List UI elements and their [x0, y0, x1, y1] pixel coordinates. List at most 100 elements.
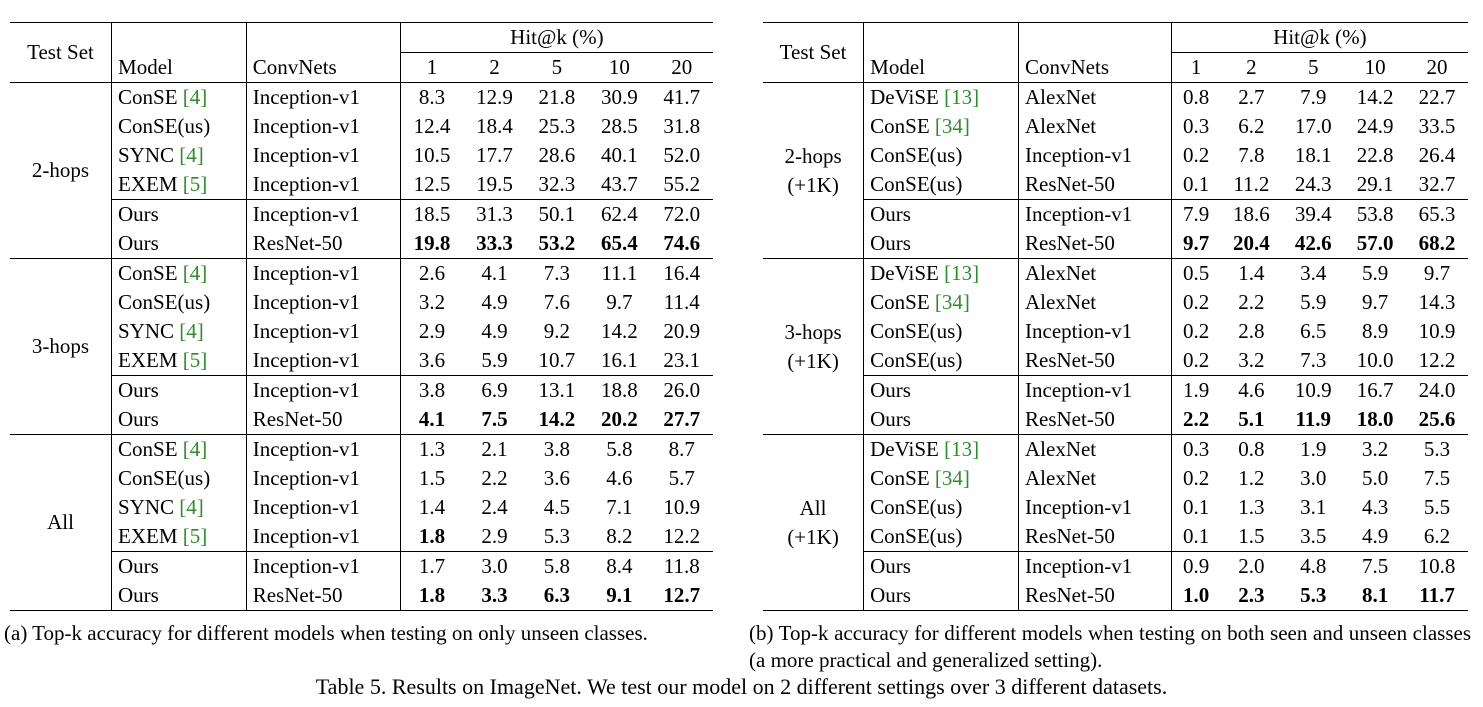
value-cell: 1.3: [399, 434, 464, 464]
value-cell: 9.2: [543, 319, 571, 343]
value-cell: 4.3: [1362, 495, 1389, 519]
value-cell: 3.8: [399, 375, 464, 405]
table-row: ConSE(us) Inception-v1 0.2 2.8 6.5 8.9 10.9: [763, 317, 1468, 346]
value-cell: 19.5: [476, 172, 513, 196]
table-caption: Table 5. Results on ImageNet. We test ou…: [315, 674, 1168, 699]
value-cell: 8.9: [1362, 319, 1389, 343]
value-cell: 3.3: [463, 581, 526, 611]
value-cell: 53.8: [1344, 199, 1407, 229]
header-row: Test Set Model ConvNets Hit@k (%): [10, 22, 713, 83]
model-name: ConSE(us): [118, 290, 211, 314]
model-cell: ConSE(us): [111, 112, 247, 141]
value-cell: 9.7: [1406, 258, 1468, 288]
model-name: Ours: [118, 378, 159, 402]
model-cell: ConSE(us): [863, 346, 1019, 376]
value-cell: 18.4: [476, 114, 513, 138]
value-cell: 1.3: [1238, 495, 1265, 519]
value-cell: 40.1: [600, 143, 638, 167]
value-cell: 6.2: [1238, 114, 1265, 138]
value-cell: 2.4: [481, 495, 508, 519]
convnet-cell: AlexNet: [1018, 434, 1172, 464]
table-row: Ours Inception-v1 1.9 4.6 10.9 16.7 24.0: [763, 375, 1468, 405]
citation: [13]: [944, 437, 980, 461]
model-name: ConSE: [870, 114, 930, 138]
value-cell: 8.7: [650, 434, 713, 464]
convnet-cell: AlexNet: [1018, 258, 1172, 288]
caption-b: (b) Top-k accuracy for different models …: [749, 621, 1471, 672]
table-row: Ours Inception-v1 0.9 2.0 4.8 7.5 10.8: [763, 551, 1468, 581]
value-cell: 4.6: [606, 466, 633, 490]
value-cell: 3.1: [1300, 495, 1327, 519]
test-set-label: (+1K): [787, 172, 839, 197]
value-cell: 65.3: [1406, 199, 1468, 229]
value-cell: 3.6: [543, 466, 571, 490]
model-cell: Ours: [863, 551, 1019, 581]
model-cell: ConSE(us): [863, 141, 1019, 170]
value-cell: 6.2: [1423, 524, 1451, 548]
table-row: All (+1K) DeViSE [13] AlexNet 0.3 0.8 1.9 3.2 5.…: [763, 434, 1468, 611]
test-set-label: 3-hops: [31, 334, 90, 358]
value-cell: 0.2: [1170, 141, 1221, 170]
value-cell: 2.8: [1238, 319, 1265, 343]
model-name: Ours: [870, 583, 911, 607]
model-name: SYNC: [118, 143, 175, 167]
value-cell: 8.3: [399, 82, 464, 112]
value-cell: 3.2: [1238, 348, 1265, 372]
value-cell: 25.6: [1418, 407, 1456, 431]
value-cell: 26.0: [650, 375, 713, 405]
table-row: SYNC [4] Inception-v1 2.9 4.9 9.2 14.2 20.9: [10, 317, 713, 346]
table-row: ConSE(us) ResNet-50 0.2 3.2 7.3 10.0 12.2: [763, 346, 1468, 376]
value-cell: 12.2: [1418, 348, 1456, 372]
value-cell: 0.9: [1170, 551, 1221, 581]
header-convnets: ConvNets: [245, 22, 401, 83]
value-cell: 3.2: [399, 288, 464, 317]
value-cell: 20.2: [600, 407, 638, 431]
convnet-cell: Inception-v1: [1018, 375, 1172, 405]
value-cell: 16.4: [650, 258, 713, 288]
value-cell: 5.9: [1300, 290, 1327, 314]
value-cell: 25.3: [538, 114, 576, 138]
value-cell: 0.2: [1170, 288, 1221, 317]
value-cell: 1.9: [1282, 434, 1345, 464]
header-k-5: 5: [1282, 52, 1345, 83]
value-cell: 3.5: [1300, 524, 1327, 548]
model-name: Ours: [118, 583, 159, 607]
model-name: ConSE(us): [870, 524, 963, 548]
results-table-b: Test Set Model ConvNets Hit@k (%) 1 2 5 10 20 2-h…: [763, 22, 1468, 611]
value-cell: 10.8: [1406, 551, 1468, 581]
convnet-cell: Inception-v1: [245, 522, 401, 552]
test-set-label: All: [47, 510, 74, 534]
value-cell: 4.9: [481, 319, 508, 343]
header-k-10: 10: [588, 52, 651, 83]
table-row: Ours ResNet-50 19.8 33.3 53.2 65.4 74.6: [10, 229, 713, 259]
convnet-cell: ResNet-50: [1018, 229, 1172, 259]
table-row: Ours Inception-v1 1.7 3.0 5.8 8.4 11.8: [10, 551, 713, 581]
header-k-1: 1: [399, 52, 464, 83]
value-cell: 7.9: [1300, 85, 1327, 109]
value-cell: 5.1: [1238, 407, 1265, 431]
value-cell: 2.7: [1238, 85, 1265, 109]
value-cell: 31.3: [463, 199, 526, 229]
value-cell: 11.1: [588, 258, 651, 288]
value-cell: 19.8: [399, 229, 464, 259]
header-k-1: 1: [1170, 52, 1221, 83]
value-cell: 18.8: [588, 375, 651, 405]
table-panel-b: Test Set Model ConvNets Hit@k (%) 1 2 5 10 20 2-h…: [763, 22, 1468, 611]
table-row: Ours ResNet-50 1.0 2.3 5.3 8.1 11.7: [763, 581, 1468, 611]
model-cell: SYNC [4]: [111, 141, 247, 170]
citation: [4]: [182, 261, 208, 285]
value-cell: 0.3: [1170, 434, 1221, 464]
value-cell: 68.2: [1418, 231, 1456, 255]
value-cell: 3.6: [399, 346, 464, 376]
convnet-cell: ResNet-50: [1018, 405, 1172, 435]
convnet-cell: Inception-v1: [245, 317, 401, 346]
citation: [4]: [182, 437, 208, 461]
value-cell: 2.2: [481, 466, 508, 490]
value-cell: 22.8: [1356, 143, 1394, 167]
value-cell: 0.2: [1170, 346, 1221, 376]
model-cell: Ours: [111, 581, 247, 611]
header-k-2: 2: [1220, 52, 1283, 83]
value-cell: 0.8: [1170, 82, 1221, 112]
table-row: ConSE(us) ResNet-50 0.1 11.2 24.3 29.1 32.7: [763, 170, 1468, 200]
model-name: DeViSE: [870, 437, 939, 461]
